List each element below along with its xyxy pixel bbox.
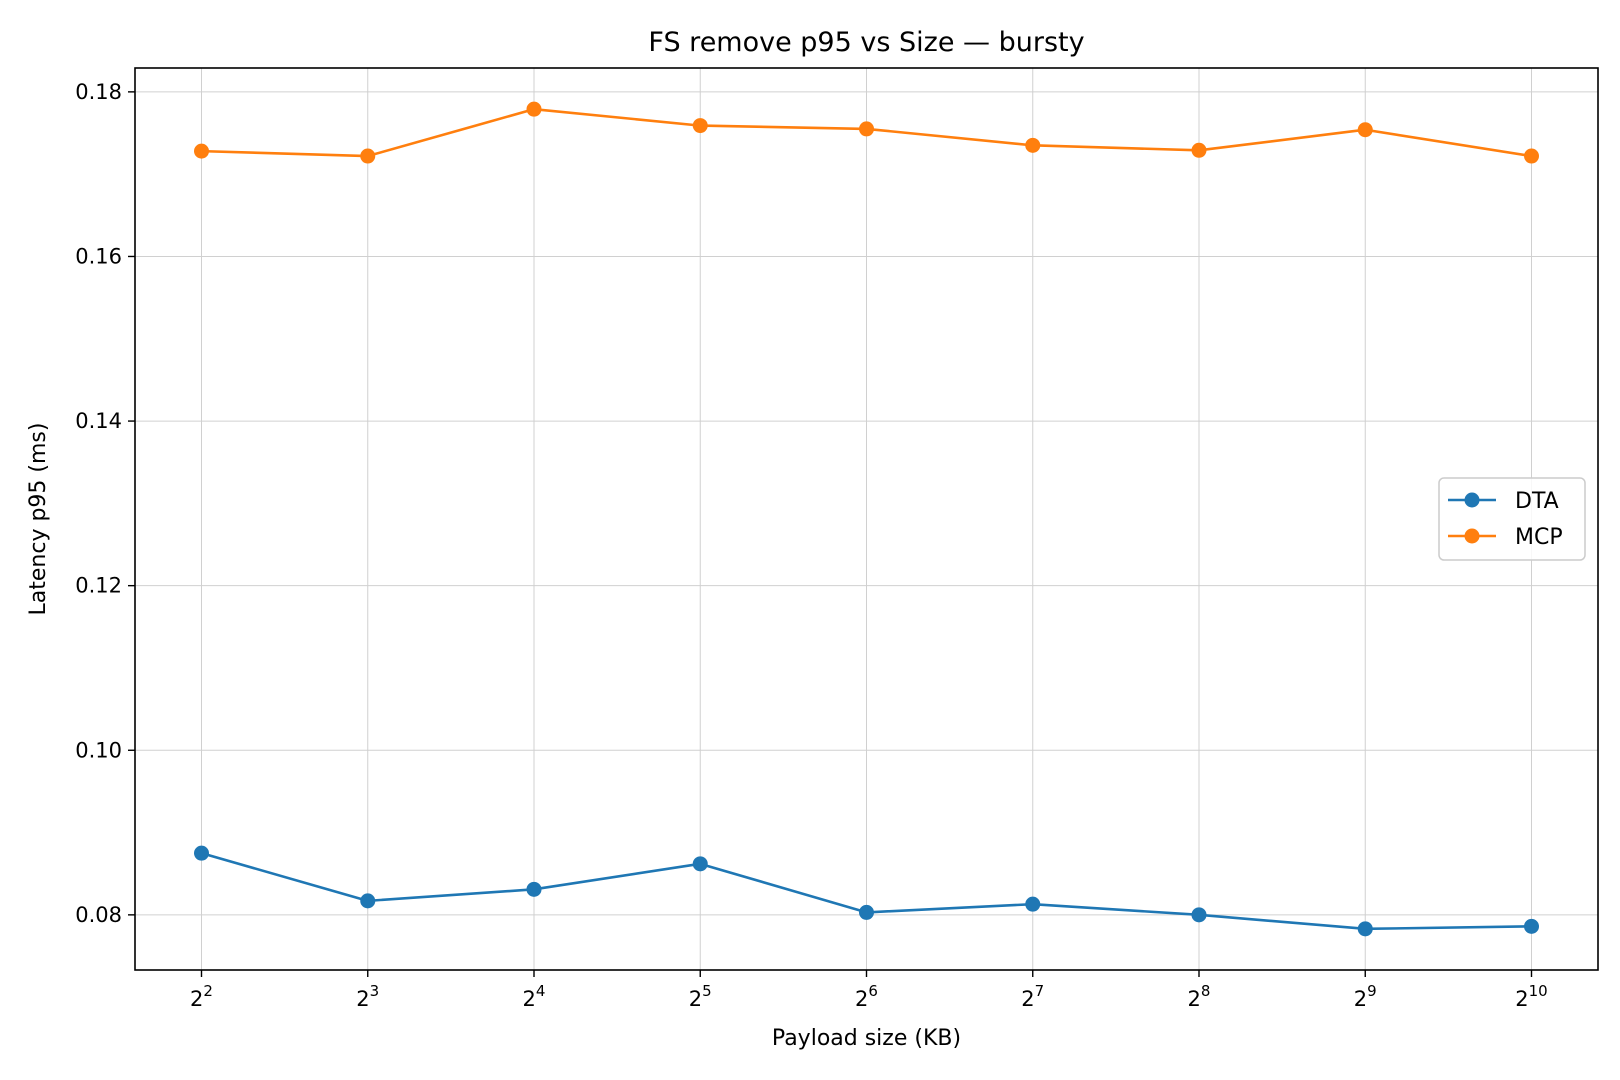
- y-tick-label: 0.18: [75, 80, 122, 104]
- data-point: [859, 904, 874, 920]
- x-tick-label: 29: [1354, 982, 1377, 1011]
- legend-item: DTA: [1448, 489, 1559, 514]
- x-tick-base: 2: [689, 987, 702, 1011]
- legend: DTA MCP: [1438, 477, 1586, 561]
- x-tick-label: 28: [1188, 982, 1211, 1011]
- x-tick-label: 24: [523, 982, 546, 1011]
- x-tick-base: 2: [356, 987, 369, 1011]
- series-mcp: [194, 101, 1539, 164]
- x-tick-base: 2: [190, 987, 203, 1011]
- data-point: [692, 118, 708, 134]
- data-point: [194, 845, 209, 861]
- legend-marker: [1464, 492, 1480, 508]
- x-tick-base: 2: [1188, 987, 1201, 1011]
- y-axis-title: Latency p95 (ms): [26, 423, 51, 616]
- x-tick-label: 22: [190, 982, 213, 1011]
- y-tick-label: 0.08: [75, 903, 122, 927]
- series-dta: [194, 845, 1539, 937]
- y-tick-label: 0.16: [75, 244, 122, 268]
- y-tick-label: 0.14: [75, 409, 122, 433]
- data-point: [360, 893, 376, 909]
- data-point: [1524, 148, 1539, 164]
- data-point: [526, 881, 542, 897]
- x-tick-exponent: 5: [702, 982, 712, 1000]
- x-tick-exponent: 3: [370, 982, 380, 1000]
- legend-frame: [1438, 477, 1586, 561]
- x-tick-exponent: 8: [1201, 982, 1211, 1000]
- data-point: [1025, 137, 1041, 153]
- x-tick-base: 2: [523, 987, 536, 1011]
- x-tick-label: 26: [855, 982, 878, 1011]
- data-point: [1524, 918, 1539, 934]
- x-tick-base: 2: [855, 987, 868, 1011]
- data-point: [1357, 122, 1373, 138]
- grid: [135, 68, 1598, 970]
- y-tick-label: 0.12: [75, 574, 122, 598]
- x-axis-title: Payload size (KB): [772, 1026, 961, 1051]
- x-tick-label: 210: [1515, 982, 1547, 1011]
- y-tick-label: 0.10: [75, 738, 122, 762]
- x-tick-base: 2: [1354, 987, 1367, 1011]
- x-tick-exponent: 6: [868, 982, 878, 1000]
- legend-marker: [1464, 528, 1480, 544]
- x-tick-base: 2: [1515, 987, 1528, 1011]
- chart-title: FS remove p95 vs Size — bursty: [648, 27, 1084, 58]
- legend-label: DTA: [1515, 489, 1559, 514]
- x-tick-label: 23: [356, 982, 379, 1011]
- x-tick-exponent: 2: [203, 982, 213, 1000]
- legend-item: MCP: [1448, 525, 1563, 550]
- data-point: [692, 856, 708, 872]
- data-point: [360, 148, 376, 164]
- x-tick-label: 27: [1021, 982, 1044, 1011]
- data-point: [194, 143, 209, 159]
- x-tick-exponent: 9: [1367, 982, 1377, 1000]
- x-tick-base: 2: [1021, 987, 1034, 1011]
- x-tick-exponent: 10: [1529, 982, 1548, 1000]
- x-tick-label: 25: [689, 982, 712, 1011]
- legend-label: MCP: [1515, 525, 1563, 550]
- data-point: [526, 101, 542, 117]
- data-point: [1025, 896, 1041, 912]
- series-layer: [194, 101, 1539, 937]
- y-axis: 0.08 0.10 0.12 0.14 0.16 0.18: [75, 80, 135, 927]
- data-point: [1191, 142, 1207, 158]
- data-point: [1191, 907, 1207, 923]
- data-point: [1357, 921, 1373, 937]
- x-axis: 22 23 24 25 26 27 28 29 210: [190, 970, 1548, 1011]
- x-tick-exponent: 4: [536, 982, 546, 1000]
- x-tick-exponent: 7: [1035, 982, 1045, 1000]
- data-point: [859, 121, 874, 137]
